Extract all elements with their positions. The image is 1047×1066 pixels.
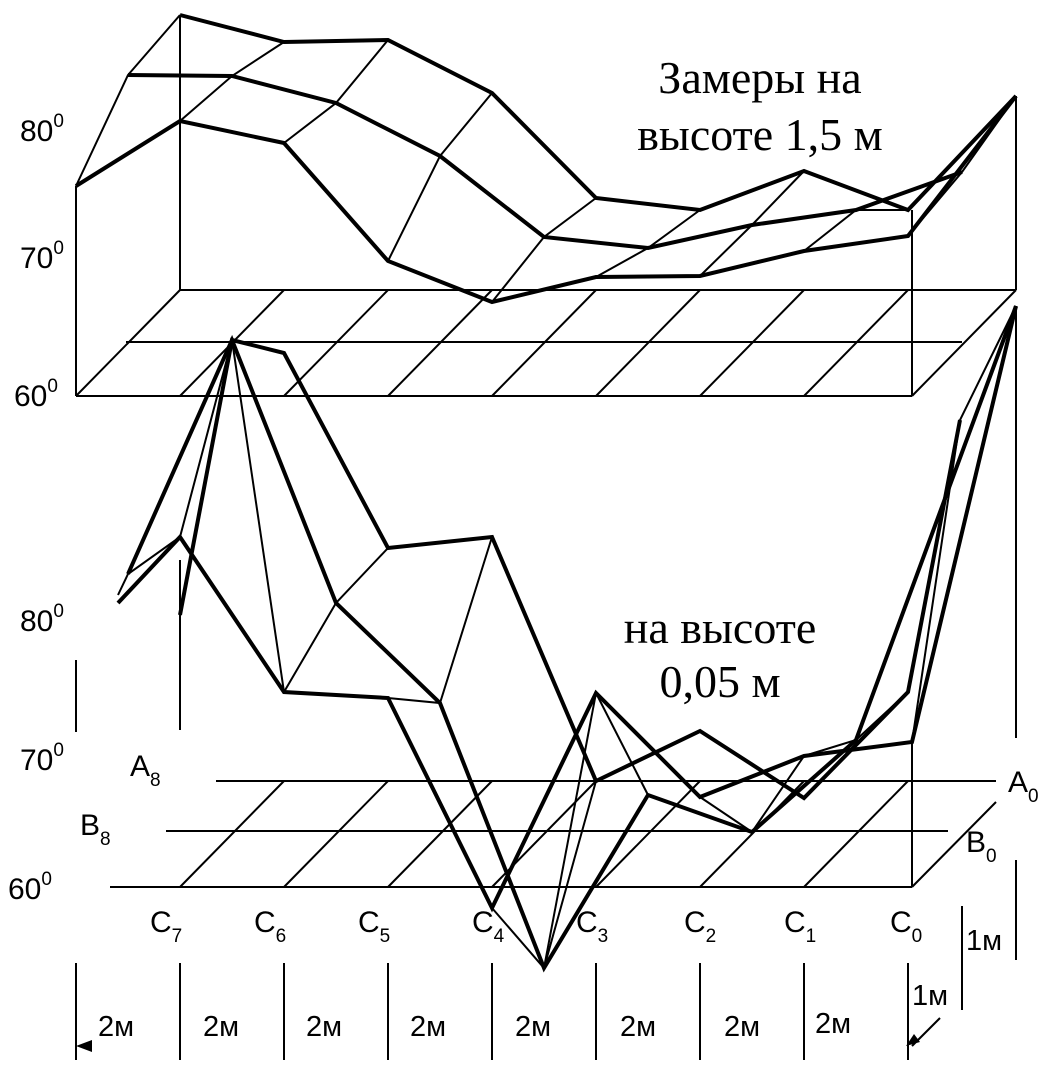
lower-tick-80: 800 [20, 601, 64, 638]
spacing-label-3: 2м [306, 1011, 342, 1043]
lower-title-line2: 0,05 м [659, 656, 780, 707]
row-label-a8: A8 [130, 750, 161, 791]
lower-cross-1 [117, 339, 233, 596]
lower-surface [116, 305, 1018, 973]
row-label-b0: B0 [966, 826, 997, 867]
column-label-c1: C1 [784, 906, 816, 947]
upper-cross-9 [907, 95, 1017, 237]
upper-cross-3 [283, 39, 389, 144]
depth-label-2: 1м [912, 980, 948, 1012]
column-label-c2: C2 [684, 906, 716, 947]
upper-row-a [179, 13, 1018, 213]
depth-label-1: 1м [966, 925, 1002, 957]
spacing-label-7: 2м [724, 1011, 760, 1043]
upper-tick-80: 800 [20, 111, 64, 148]
dimension-arrow-left [76, 1040, 92, 1052]
upper-cross-1 [75, 14, 181, 187]
spacing-label-6: 2м [620, 1011, 656, 1043]
spacing-label-8: 2м [815, 1008, 851, 1040]
upper-cross-7 [699, 170, 805, 277]
spacing-label-2: 2м [203, 1011, 239, 1043]
upper-cross-5 [491, 197, 597, 303]
column-label-c5: C5 [358, 906, 390, 947]
column-label-c6: C6 [254, 906, 286, 947]
row-label-a0: A0 [1008, 766, 1039, 807]
upper-cross-6 [595, 209, 701, 278]
lower-title-line1: на высоте [624, 602, 817, 653]
dimension-lines [75, 860, 1017, 1060]
upper-row-c [74, 94, 1018, 305]
lower-cross-4 [283, 547, 389, 693]
upper-surface [74, 13, 1018, 305]
upper-tick-70: 700 [20, 238, 64, 275]
lower-row-a [178, 337, 962, 801]
lower-cross-10 [803, 691, 909, 757]
row-label-b8: B8 [80, 809, 111, 850]
lower-row-c [116, 305, 1018, 913]
column-label-c3: C3 [576, 906, 608, 947]
lower-cross-8 [595, 692, 649, 796]
spacing-label-4: 2м [410, 1011, 446, 1043]
upper-cross-4 [387, 92, 493, 262]
dimension-arrow-right [906, 1034, 920, 1046]
lower-cross-7 [543, 692, 597, 969]
column-label-c7: C7 [150, 906, 182, 947]
upper-tick-60: 600 [14, 376, 58, 413]
column-label-c0: C0 [890, 906, 922, 947]
lower-cross-9 [699, 755, 805, 834]
lower-cross-3 [231, 339, 285, 693]
lower-cross-5 [387, 536, 493, 705]
upper-title-line1: Замеры на [658, 52, 861, 103]
lower-cross-11 [911, 305, 1017, 743]
column-label-c4: C4 [472, 906, 505, 947]
lower-tick-60: 600 [8, 869, 52, 906]
upper-cross-8 [803, 209, 908, 252]
spacing-label-1: 2м [98, 1011, 134, 1043]
lower-tick-70: 700 [20, 740, 64, 777]
upper-base-grid [75, 15, 1017, 397]
upper-title-line2: высоте 1,5 м [637, 109, 883, 160]
spacing-label-5: 2м [515, 1011, 551, 1043]
upper-cross-2 [179, 41, 285, 122]
lower-cross-2 [179, 339, 233, 616]
